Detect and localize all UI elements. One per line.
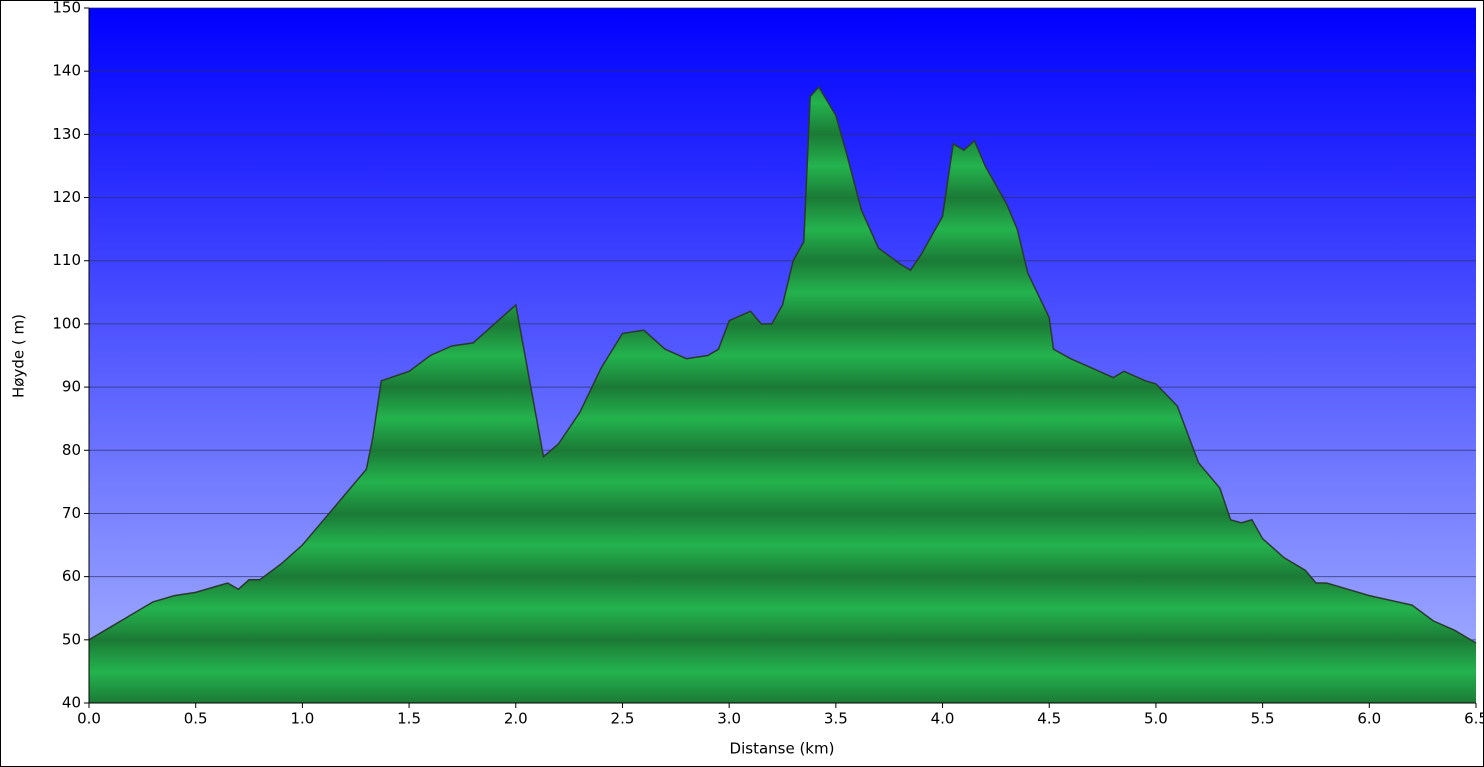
y-tick-label: 90 bbox=[62, 378, 81, 396]
x-axis-label: Distanse (km) bbox=[730, 740, 835, 758]
y-axis-label: Høyde ( m) bbox=[10, 314, 28, 398]
y-tick-label: 120 bbox=[52, 188, 81, 206]
x-tick-label: 5.5 bbox=[1251, 710, 1275, 728]
elevation-line bbox=[88, 85, 1477, 644]
y-tick-label: 100 bbox=[52, 314, 81, 332]
x-tick-label: 6.0 bbox=[1357, 710, 1381, 728]
x-tick-label: 0.0 bbox=[77, 710, 101, 728]
x-tick-label: 2.0 bbox=[504, 710, 528, 728]
x-tick-label: 6.5 bbox=[1464, 710, 1484, 728]
x-tick-label: 0.5 bbox=[184, 710, 208, 728]
y-tick-label: 80 bbox=[62, 441, 81, 459]
x-tick-label: 1.0 bbox=[290, 710, 314, 728]
y-tick-label: 150 bbox=[52, 0, 81, 17]
x-tick-label: 2.5 bbox=[611, 710, 635, 728]
y-tick-label: 70 bbox=[62, 504, 81, 522]
y-tick-label: 130 bbox=[52, 125, 81, 143]
x-tick-label: 3.5 bbox=[824, 710, 848, 728]
x-tick-label: 1.5 bbox=[397, 710, 421, 728]
y-tick-label: 50 bbox=[62, 630, 81, 648]
y-tick-label: 110 bbox=[52, 251, 81, 269]
y-tick-label: 140 bbox=[52, 62, 81, 80]
area-fill bbox=[89, 87, 1476, 703]
y-tick-label: 60 bbox=[62, 567, 81, 585]
x-tick-label: 4.5 bbox=[1037, 710, 1061, 728]
y-tick-label: 40 bbox=[62, 694, 81, 712]
x-tick-label: 4.0 bbox=[931, 710, 955, 728]
x-tick-label: 5.0 bbox=[1144, 710, 1168, 728]
x-tick-label: 3.0 bbox=[717, 710, 741, 728]
